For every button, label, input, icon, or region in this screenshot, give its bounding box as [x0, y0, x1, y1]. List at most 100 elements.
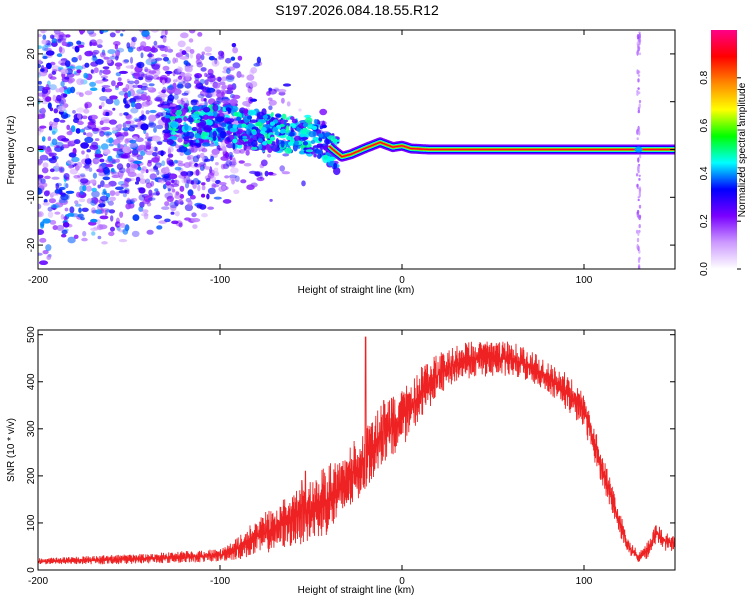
snr-x-ticks: -200 -100 0 100 [28, 330, 593, 587]
spectrogram-cell [179, 49, 183, 52]
spectrogram-cell [118, 173, 123, 180]
spectrogram-cell [112, 107, 116, 111]
y-tick-label: -20 [26, 237, 37, 252]
spectrogram-cell [168, 106, 176, 110]
spectrogram-cell [173, 159, 178, 164]
spectrogram-cell [638, 103, 641, 109]
spectrogram-cell [76, 40, 82, 45]
spectrogram-cell [134, 118, 142, 123]
spectrogram-cell [91, 42, 98, 46]
spectrogram-peak [286, 135, 292, 141]
spectrogram-cell [282, 153, 290, 157]
spectrogram-cell [135, 181, 139, 185]
spectrogram-cell [118, 70, 128, 74]
y-tick-label: 500 [26, 326, 37, 343]
spectrogram-cell [232, 143, 236, 150]
spectrogram-cell [167, 148, 171, 155]
spectrogram-cell [211, 183, 217, 189]
spectrogram-cell [200, 54, 205, 61]
spectrogram-cell [76, 91, 82, 95]
spectrogram-cell [268, 99, 277, 106]
spectrogram-cell [120, 154, 129, 159]
spectrogram-cell [226, 121, 232, 125]
spectrogram-cell [79, 31, 84, 35]
spectrogram-cell [636, 237, 640, 243]
spectrogram-cell [141, 110, 144, 115]
spectrogram-cell [211, 148, 220, 155]
spectrogram-cell [291, 118, 298, 124]
spectrogram-cell [115, 186, 124, 191]
spectrogram-cell [102, 148, 111, 155]
spectrogram-cell [122, 192, 127, 198]
spectrogram-cell [179, 151, 184, 156]
spectrogram-cell [177, 137, 183, 143]
spectrogram-cell [110, 215, 114, 222]
spectrogram-cell [236, 71, 242, 78]
spectrogram-cell [96, 23, 104, 27]
spectrogram-cell [637, 198, 640, 202]
spectrogram-cell [125, 199, 133, 205]
spectrogram-cell [147, 138, 152, 142]
spectrogram-cell [120, 183, 129, 188]
spectrogram-cell [129, 142, 138, 148]
spectrogram-cell [51, 130, 56, 135]
y-tick-label: 100 [26, 514, 37, 531]
spectrogram-cell [42, 23, 46, 28]
spectrogram-cell [102, 77, 106, 81]
y-tick-label: 300 [26, 420, 37, 437]
spectrogram-cell [93, 197, 98, 205]
spectrogram-cell [157, 44, 166, 49]
spectrogram-cell [45, 244, 52, 252]
spectrogram-cell [88, 167, 93, 172]
spectrogram-cell [64, 207, 69, 212]
spectrogram-cell [225, 160, 232, 167]
spectrogram-cell [38, 33, 42, 38]
spectrogram-cell [89, 114, 98, 120]
spectrogram-cell [183, 60, 189, 65]
spectrogram-cell [182, 80, 186, 84]
spectrogram-cell [225, 75, 235, 82]
spectrogram-cell [161, 54, 168, 57]
spectrogram-cell [246, 74, 255, 81]
spectrogram-cell [196, 61, 204, 68]
spectrogram-cell [183, 116, 188, 122]
spectrogram-peak [329, 156, 335, 162]
spectrogram-cell [53, 30, 61, 35]
spectrogram-cell [145, 87, 153, 91]
spectrogram-cell [70, 125, 76, 133]
spectrogram-peak [332, 138, 338, 143]
spectrogram-cell [63, 30, 66, 31]
spectrogram-cell [98, 203, 106, 208]
spectrogram-cell [76, 107, 85, 113]
spectrogram-cell [98, 224, 108, 230]
spectrogram-cell [285, 125, 290, 134]
spectrogram-cell [125, 22, 132, 26]
spectrogram-cell [126, 42, 131, 49]
spectrogram-cell [136, 7, 139, 12]
spectrogram-cell [61, 229, 68, 235]
spectrogram-cell [129, 139, 137, 144]
spectrogram-cell [97, 224, 104, 231]
spectrogram-cell [108, 231, 115, 237]
spectrogram-cell [120, 132, 129, 137]
spectrogram-cell [219, 81, 226, 86]
spectrogram-cell [38, 80, 42, 85]
spectrogram-cell [237, 130, 241, 138]
spectrogram-cell [253, 63, 260, 67]
spectrogram-cell [190, 99, 198, 106]
spectrogram-cell [58, 31, 65, 38]
spectrogram-cell [139, 45, 146, 51]
spectrogram-cell [83, 108, 90, 114]
spectrogram-cell [148, 120, 154, 127]
spectrogram-cells [38, 7, 642, 269]
spectrogram-cell [164, 77, 172, 83]
spectrogram-cell [271, 144, 281, 152]
spectrogram-cell [240, 179, 247, 184]
spectrogram-cell [137, 166, 142, 171]
spectrogram-cell [75, 128, 81, 134]
spectrogram-cell [281, 113, 287, 120]
spectrogram-cell [216, 127, 224, 132]
spectrogram-cell [150, 30, 160, 33]
spectrogram-cell [130, 197, 138, 202]
spectrogram-cell [100, 30, 109, 33]
